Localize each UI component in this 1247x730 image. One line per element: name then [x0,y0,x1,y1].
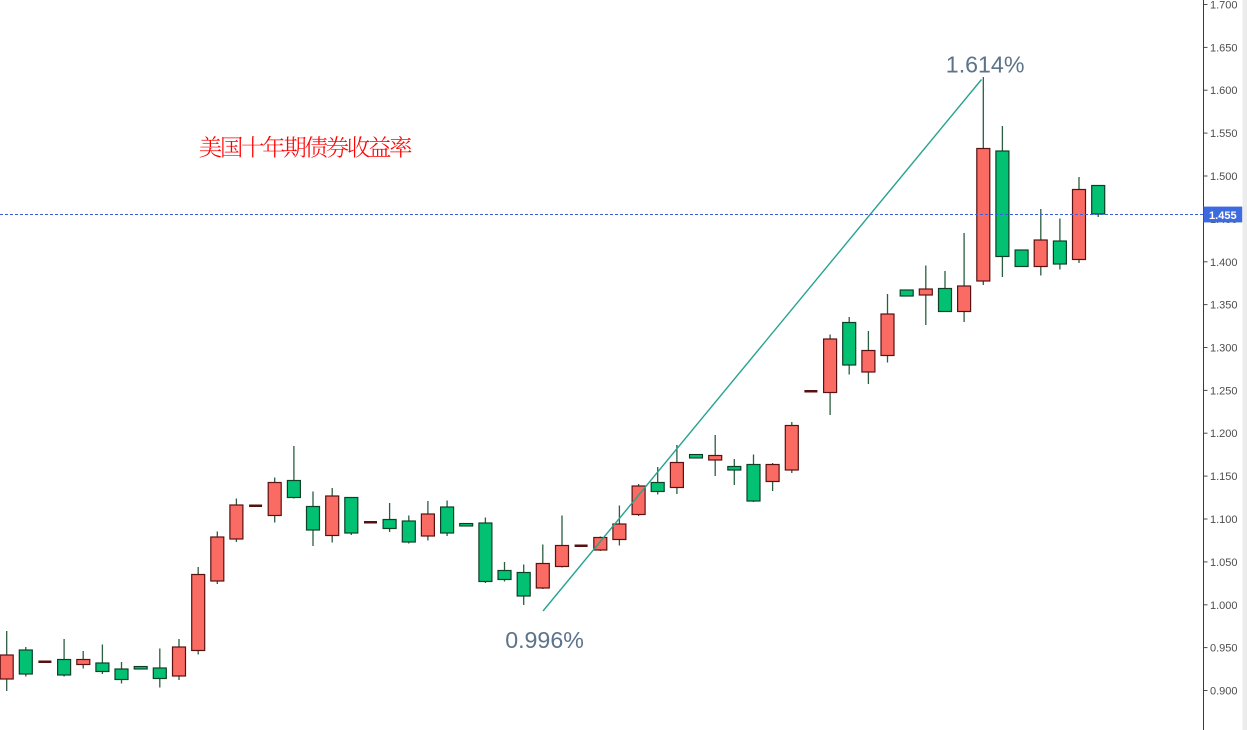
svg-text:1.614%: 1.614% [946,52,1025,78]
svg-text:1.150: 1.150 [1210,471,1238,483]
svg-text:1.455: 1.455 [1209,210,1237,222]
svg-text:0.900: 0.900 [1210,686,1238,698]
svg-text:1.000: 1.000 [1210,600,1238,612]
svg-text:1.250: 1.250 [1210,385,1238,397]
svg-text:0.950: 0.950 [1210,643,1238,655]
svg-text:1.600: 1.600 [1210,85,1238,97]
svg-text:1.700: 1.700 [1210,0,1238,12]
svg-text:1.350: 1.350 [1210,300,1238,312]
svg-text:0.996%: 0.996% [505,627,584,653]
svg-text:1.300: 1.300 [1210,343,1238,355]
svg-text:1.050: 1.050 [1210,557,1238,569]
svg-text:1.200: 1.200 [1210,428,1238,440]
svg-text:1.100: 1.100 [1210,514,1238,526]
svg-text:1.500: 1.500 [1210,171,1238,183]
svg-text:1.550: 1.550 [1210,128,1238,140]
svg-text:1.400: 1.400 [1210,257,1238,269]
svg-text:1.650: 1.650 [1210,42,1238,54]
